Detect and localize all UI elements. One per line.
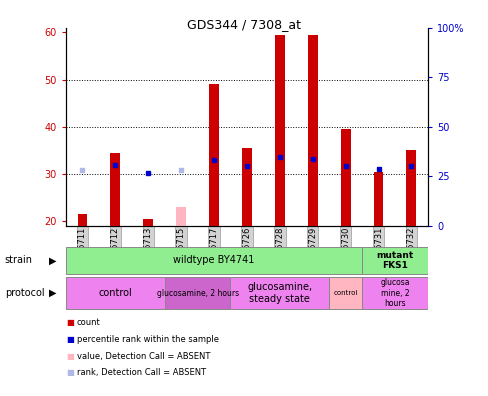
Text: percentile rank within the sample: percentile rank within the sample [77,335,218,344]
Text: control: control [98,288,132,298]
FancyBboxPatch shape [328,277,361,309]
Text: strain: strain [5,255,33,265]
Text: ■: ■ [66,335,74,344]
Bar [110,152,120,226]
FancyBboxPatch shape [230,277,328,309]
FancyBboxPatch shape [361,277,427,309]
FancyBboxPatch shape [66,247,361,274]
Text: value, Detection Call = ABSENT: value, Detection Call = ABSENT [77,352,210,360]
Bar [242,148,251,226]
Bar [373,171,383,226]
Text: count: count [77,318,101,327]
Text: ■: ■ [66,368,74,377]
Bar [274,35,284,226]
Text: ▶: ▶ [49,288,56,298]
Bar [176,207,186,226]
Bar [307,35,317,226]
Text: wildtype BY4741: wildtype BY4741 [173,255,254,265]
Bar [340,129,350,226]
Text: protocol: protocol [5,288,44,298]
Text: rank, Detection Call = ABSENT: rank, Detection Call = ABSENT [77,368,205,377]
Text: GDS344 / 7308_at: GDS344 / 7308_at [187,18,301,31]
FancyBboxPatch shape [164,277,230,309]
Bar [209,84,219,226]
Text: glucosa
mine, 2
hours: glucosa mine, 2 hours [380,278,409,308]
FancyBboxPatch shape [361,247,427,274]
Bar [78,214,87,226]
Text: glucosamine,
steady state: glucosamine, steady state [247,282,312,304]
Bar [78,214,87,226]
FancyBboxPatch shape [66,277,164,309]
Bar [406,150,415,226]
Bar [143,219,153,226]
Text: mutant
FKS1: mutant FKS1 [376,251,413,270]
Text: glucosamine, 2 hours: glucosamine, 2 hours [156,289,238,297]
Text: ■: ■ [66,318,74,327]
Text: ■: ■ [66,352,74,360]
Text: control: control [333,290,357,296]
Text: ▶: ▶ [49,255,56,265]
